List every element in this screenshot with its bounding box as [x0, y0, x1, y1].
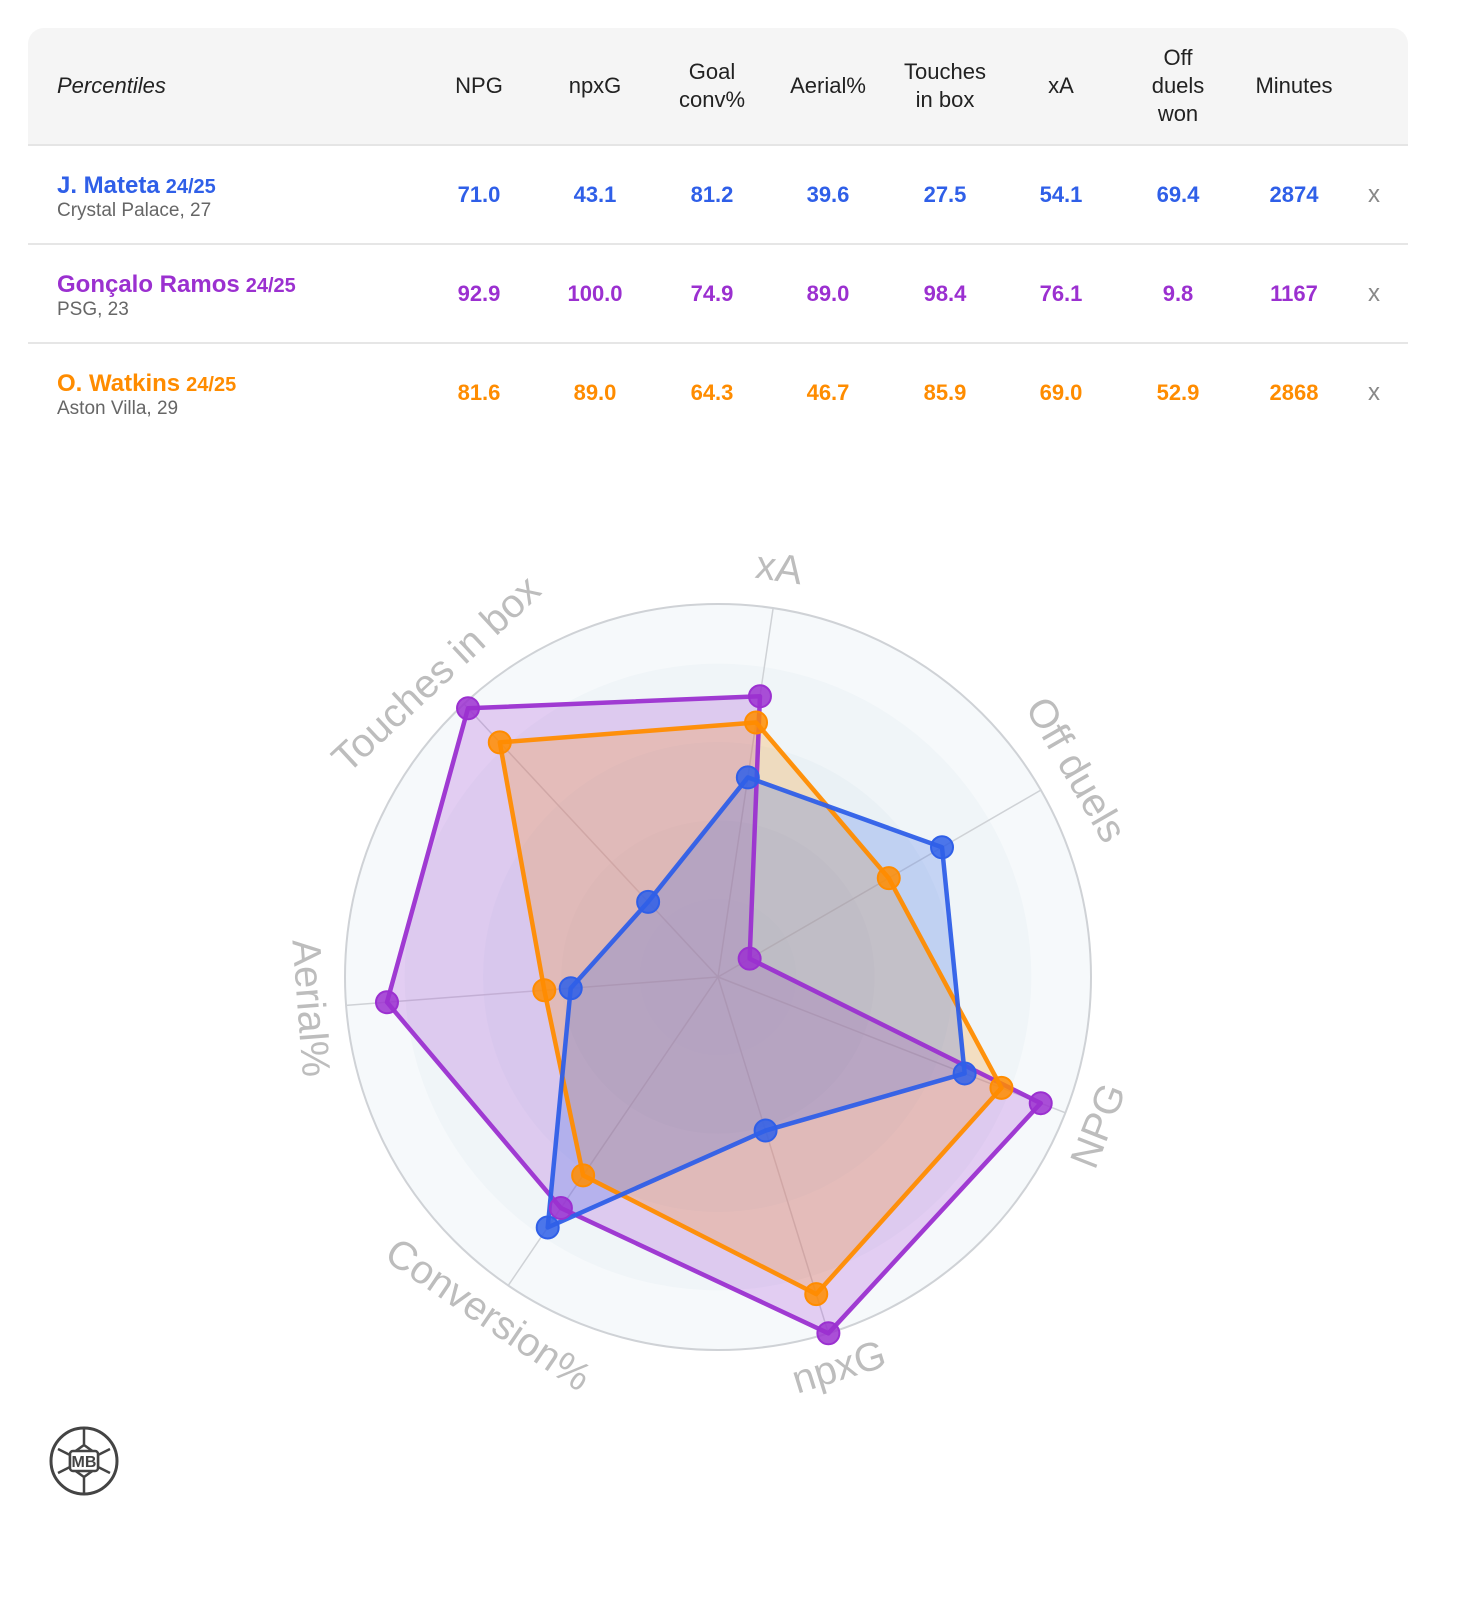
player-meta: PSG, 23	[57, 299, 129, 320]
player-season: 24/25	[165, 176, 216, 198]
stat-value: 71.0	[457, 181, 501, 207]
data-point	[952, 1061, 977, 1086]
axis-label: Aerial%	[283, 938, 337, 1079]
column-header: npxG	[568, 73, 622, 98]
axis-label: xA	[753, 543, 806, 593]
player-name[interactable]: Gonçalo Ramos 24/25	[57, 271, 296, 299]
stat-value: 76.1	[1039, 280, 1083, 306]
data-point	[636, 889, 661, 914]
stat-value: 100.0	[567, 280, 623, 306]
stat-value: 69.0	[1039, 379, 1083, 405]
player-season: 24/25	[245, 275, 296, 297]
series-line	[384, 694, 1043, 1336]
data-point	[558, 976, 583, 1001]
player-name-text: J. Mateta	[57, 172, 160, 199]
stat-value: 89.0	[806, 280, 850, 306]
data-point	[930, 835, 955, 860]
series-area	[386, 696, 1041, 1334]
player-name-text: O. Watkins	[57, 370, 181, 397]
logo-text: MB	[72, 1454, 97, 1471]
remove-player-button[interactable]: x	[1368, 378, 1380, 406]
stat-value: 1167	[1270, 280, 1318, 306]
player-row: O. Watkins 24/25 Aston Villa, 29 81.6 89.0 64…	[28, 344, 1408, 441]
remove-player-button[interactable]: x	[1368, 279, 1380, 307]
remove-player-button[interactable]: x	[1368, 180, 1380, 208]
series-line	[497, 720, 1004, 1297]
stat-value: 92.9	[457, 280, 501, 306]
column-header: Touches in box	[904, 59, 986, 112]
column-header: xA	[1048, 73, 1074, 98]
player-name-text: Gonçalo Ramos	[57, 271, 240, 298]
stat-value: 9.8	[1162, 280, 1194, 306]
mb-logo: MB	[48, 1425, 120, 1497]
column-header: Aerial%	[790, 73, 866, 98]
data-point	[989, 1075, 1014, 1100]
player-name[interactable]: J. Mateta 24/25	[57, 172, 216, 200]
radar-spoke	[717, 607, 774, 978]
stat-value: 46.7	[806, 379, 850, 405]
player-row: Gonçalo Ramos 24/25 PSG, 23 92.9 100.0 74.9 89…	[28, 245, 1408, 344]
data-point	[753, 1118, 778, 1143]
series-area	[547, 777, 965, 1228]
stat-value: 43.1	[573, 181, 617, 207]
series-line	[545, 775, 967, 1230]
stat-value: 74.9	[690, 280, 734, 306]
data-point	[876, 866, 901, 891]
data-point	[735, 765, 760, 790]
column-header: NPG	[455, 73, 503, 98]
player-season: 24/25	[186, 374, 237, 396]
stat-value: 39.6	[806, 181, 850, 207]
stat-value: 81.2	[690, 181, 734, 207]
player-meta: Aston Villa, 29	[57, 398, 179, 419]
data-point	[1028, 1091, 1053, 1116]
axis-label: npxG	[787, 1332, 891, 1402]
percentiles-table: Percentiles NPG npxG Goal conv% Aerial% Touc…	[28, 28, 1408, 441]
stat-value: 85.9	[923, 379, 967, 405]
data-point	[804, 1282, 829, 1307]
stat-value: 2868	[1269, 379, 1319, 405]
data-point	[535, 1215, 560, 1240]
column-header: Off duels won	[1151, 45, 1205, 126]
player-name[interactable]: O. Watkins 24/25	[57, 370, 236, 398]
stat-value: 81.6	[457, 379, 501, 405]
column-header: Goal conv%	[678, 59, 746, 112]
radar-spoke	[346, 976, 719, 1007]
radar-spoke	[717, 976, 830, 1334]
column-header: Minutes	[1255, 73, 1333, 98]
player-row: J. Mateta 24/25 Crystal Palace, 27 71.0 43.1…	[28, 146, 1408, 245]
data-point	[747, 684, 772, 709]
table-header: Percentiles NPG npxG Goal conv% Aerial% Touc…	[28, 28, 1408, 146]
data-point	[571, 1163, 596, 1188]
stat-value: 54.1	[1039, 181, 1083, 207]
stat-value: 98.4	[923, 280, 967, 306]
data-point	[744, 710, 769, 735]
header-percentiles: Percentiles	[57, 73, 166, 98]
data-point	[737, 946, 762, 971]
data-point	[816, 1321, 841, 1346]
data-point	[456, 696, 481, 721]
data-point	[532, 978, 557, 1003]
player-meta: Crystal Palace, 27	[57, 200, 212, 221]
stat-value: 89.0	[573, 379, 617, 405]
stat-value: 2874	[1269, 181, 1319, 207]
table-body: J. Mateta 24/25 Crystal Palace, 27 71.0 43.1…	[28, 146, 1408, 441]
data-point	[487, 730, 512, 755]
stat-value: 69.4	[1156, 181, 1200, 207]
stat-value: 27.5	[923, 181, 967, 207]
stat-value: 52.9	[1156, 379, 1200, 405]
data-point	[548, 1196, 573, 1221]
stat-value: 64.3	[690, 379, 734, 405]
data-point	[374, 990, 399, 1015]
